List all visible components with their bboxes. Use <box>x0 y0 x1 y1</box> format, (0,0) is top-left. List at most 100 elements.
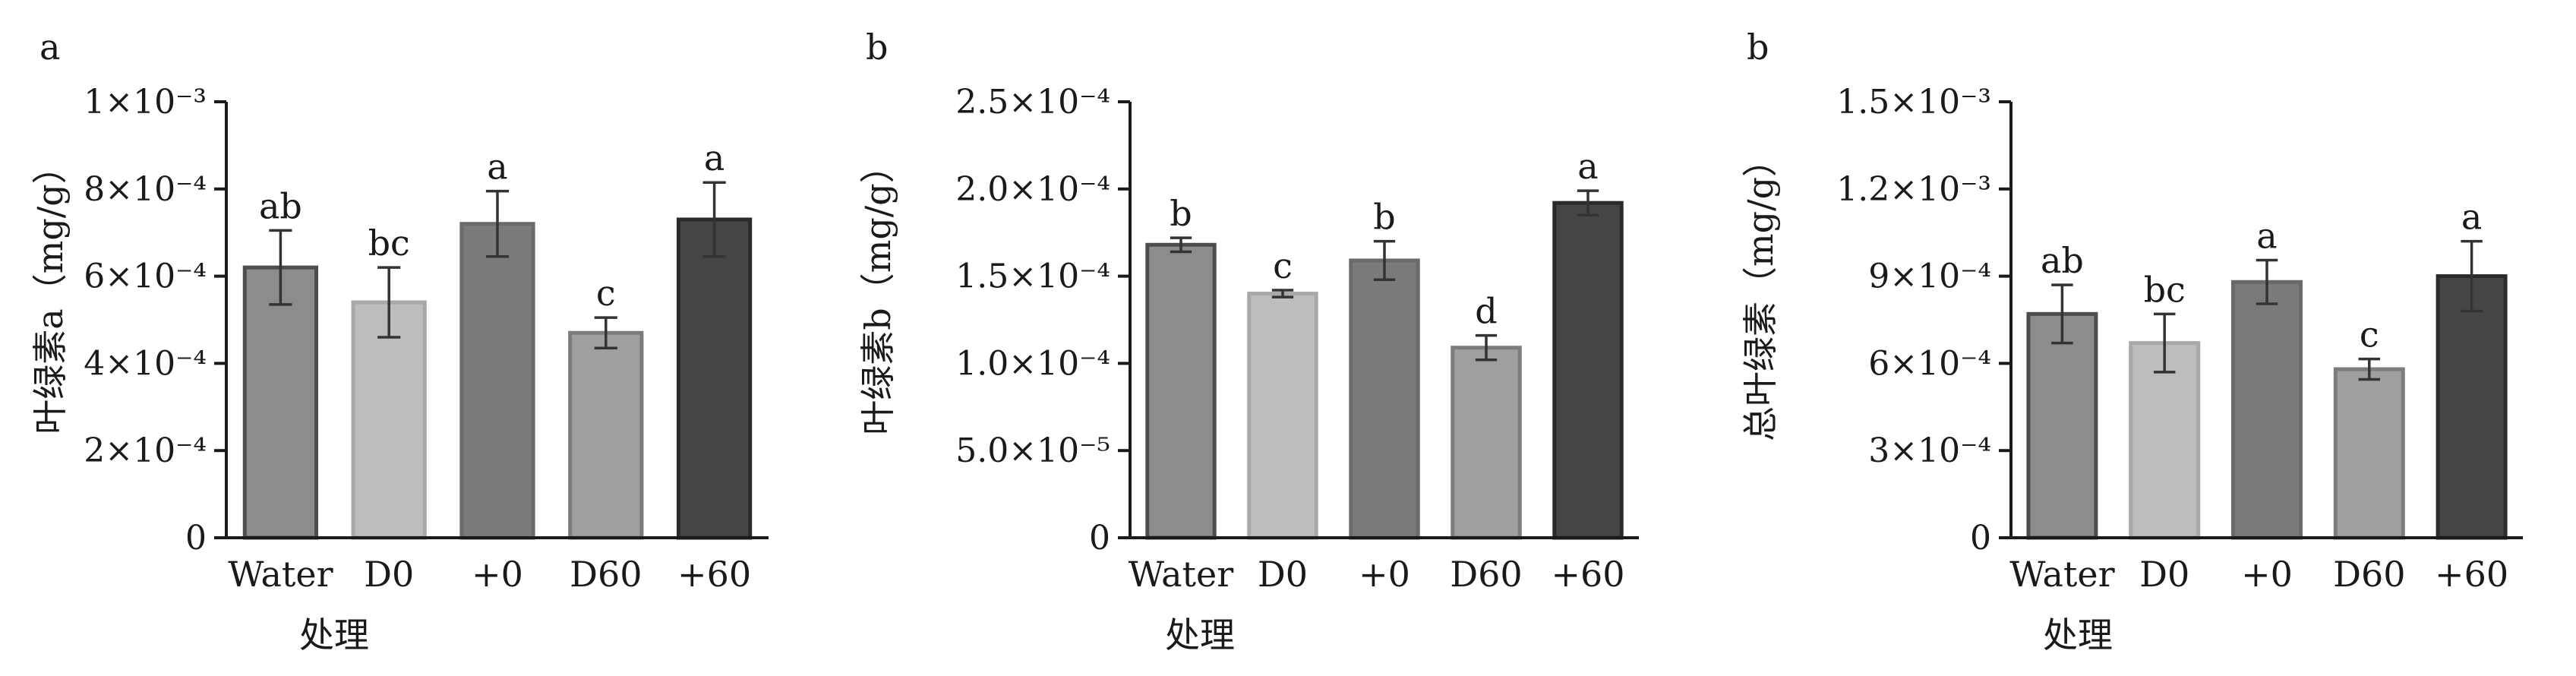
error-bar <box>1577 189 1599 216</box>
bar-0 <box>2231 280 2303 540</box>
significance-letters: b c b d a <box>1170 146 1598 332</box>
y-tick-label: 0 <box>185 519 207 558</box>
x-category-label: +0 <box>472 554 523 595</box>
significance-letter: a <box>2461 197 2482 238</box>
error-bar <box>2051 283 2073 345</box>
error-bars <box>2051 239 2483 381</box>
significance-letter: a <box>1577 146 1598 187</box>
x-category-label: Water <box>2009 554 2114 595</box>
error-bar <box>1170 236 1192 254</box>
panel-letter: b <box>1747 27 1769 68</box>
x-axis-categories: Water D0 +0 D60 +60 <box>228 554 751 595</box>
bar-Water <box>2026 311 2098 540</box>
x-category-label: D60 <box>1450 554 1522 595</box>
bars <box>2026 274 2508 540</box>
y-axis-title: 叶绿素b（mg/g） <box>857 148 898 434</box>
x-category-label: +60 <box>1551 554 1624 595</box>
error-bar <box>1373 239 1396 281</box>
y-tick-label: 6×10⁻⁴ <box>1868 344 1991 383</box>
axes-frame <box>1129 102 1639 539</box>
x-category-label: +60 <box>677 554 751 595</box>
y-tick-label: 9×10⁻⁴ <box>1868 257 1991 296</box>
bar-D60 <box>2333 367 2405 540</box>
y-axis-title: 叶绿素a（mg/g） <box>30 149 71 434</box>
significance-letters: ab bc a c a <box>259 137 724 314</box>
bar-0 <box>459 222 535 540</box>
y-tick-label: 2×10⁻⁴ <box>84 431 207 470</box>
significance-letter: a <box>704 137 724 178</box>
error-bar <box>377 266 401 339</box>
error-bar <box>594 316 617 350</box>
significance-letter: bc <box>368 223 410 264</box>
x-category-label: D60 <box>570 554 642 595</box>
x-category-label: +0 <box>1359 554 1410 595</box>
panel-chlorophyll-b: b 叶绿素b（mg/g） 处理 0 5.0×10⁻⁵ 1.0×10⁻⁴ 1.5×10⁻… <box>857 27 1639 655</box>
bar-D60 <box>568 330 644 540</box>
y-tick-label: 5.0×10⁻⁵ <box>955 431 1110 470</box>
bar-Water <box>242 265 319 540</box>
x-category-label: D0 <box>1258 554 1308 595</box>
x-axis-title: 处理 <box>2043 614 2113 655</box>
axes-frame <box>225 102 769 539</box>
x-category-label: D60 <box>2333 554 2405 595</box>
y-tick-label: 8×10⁻⁴ <box>84 170 207 209</box>
y-tick-label: 1.2×10⁻³ <box>1836 170 1991 209</box>
panel-letter: b <box>866 27 888 68</box>
x-category-label: Water <box>228 554 333 595</box>
bar-60 <box>1552 201 1624 540</box>
significance-letters: ab bc a c a <box>2041 197 2482 355</box>
y-tick-label: 1.5×10⁻³ <box>1836 83 1991 122</box>
error-bar <box>1271 289 1294 299</box>
x-axis-title: 处理 <box>299 614 369 655</box>
x-category-label: +60 <box>2435 554 2508 595</box>
x-category-label: +0 <box>2241 554 2293 595</box>
y-tick-label: 3×10⁻⁴ <box>1868 431 1991 470</box>
bar-D60 <box>1451 346 1522 540</box>
bar-Water <box>1145 242 1217 540</box>
y-axis-title: 总叶绿素（mg/g） <box>1740 142 1781 441</box>
error-bar <box>2461 239 2483 313</box>
significance-letter: a <box>2256 216 2277 257</box>
y-tick-label: 0 <box>1970 519 1991 558</box>
bar-D0 <box>1247 292 1318 540</box>
bars <box>242 217 753 540</box>
y-tick-label: 1×10⁻³ <box>84 83 207 122</box>
x-axis-categories: Water D0 +0 D60 +60 <box>1129 554 1625 595</box>
error-bar <box>485 189 510 258</box>
bar-D0 <box>2129 341 2201 540</box>
y-axis-ticks: 0 2×10⁻⁴ 4×10⁻⁴ 6×10⁻⁴ 8×10⁻⁴ 1×10⁻³ <box>84 83 226 558</box>
x-category-label: Water <box>1129 554 1233 595</box>
y-tick-label: 2.5×10⁻⁴ <box>955 83 1110 122</box>
x-category-label: D0 <box>364 554 414 595</box>
significance-letter: b <box>1373 197 1395 238</box>
error-bar <box>1475 333 1498 362</box>
y-tick-label: 0 <box>1089 519 1110 558</box>
bar-60 <box>676 217 753 540</box>
error-bar <box>269 229 292 306</box>
y-tick-label: 4×10⁻⁴ <box>84 344 207 383</box>
y-tick-label: 6×10⁻⁴ <box>84 257 207 296</box>
significance-letter: ab <box>259 185 302 226</box>
panel-chlorophyll-a: a 叶绿素a（mg/g） 处理 0 2×10⁻⁴ 4×10⁻⁴ 6×10⁻⁴ 8×10⁻… <box>30 27 769 655</box>
significance-letter: d <box>1475 291 1497 332</box>
x-axis-categories: Water D0 +0 D60 +60 <box>2009 554 2508 595</box>
x-axis-title: 处理 <box>1165 614 1235 655</box>
panel-letter: a <box>39 27 60 68</box>
significance-letter: c <box>596 273 616 314</box>
y-tick-label: 1.5×10⁻⁴ <box>955 257 1110 296</box>
error-bar <box>2358 357 2381 381</box>
significance-letter: ab <box>2041 240 2084 281</box>
significance-letter: a <box>487 147 507 188</box>
significance-letter: bc <box>2144 269 2186 310</box>
error-bar <box>2153 312 2176 374</box>
bar-0 <box>1349 258 1420 540</box>
axes-frame <box>2009 102 2523 539</box>
significance-letter: b <box>1170 193 1192 234</box>
y-axis-ticks: 0 5.0×10⁻⁵ 1.0×10⁻⁴ 1.5×10⁻⁴ 2.0×10⁻⁴ 2.5×10⁻… <box>955 83 1130 558</box>
y-tick-label: 2.0×10⁻⁴ <box>955 170 1110 209</box>
bar-60 <box>2436 274 2508 540</box>
x-category-label: D0 <box>2139 554 2189 595</box>
y-axis-ticks: 0 3×10⁻⁴ 6×10⁻⁴ 9×10⁻⁴ 1.2×10⁻³ 1.5×10⁻³ <box>1836 83 2011 558</box>
significance-letter: c <box>2360 314 2379 355</box>
